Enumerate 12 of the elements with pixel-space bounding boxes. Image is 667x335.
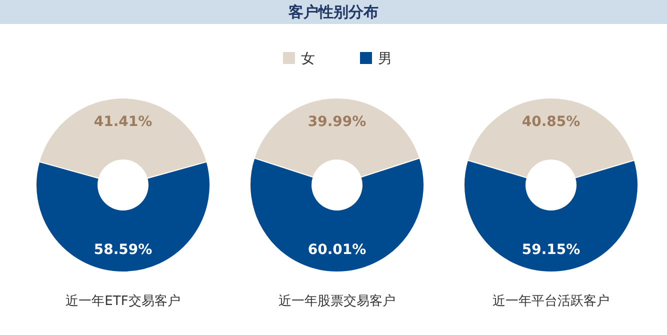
text: 近一年股票交易客户 — [278, 293, 396, 309]
text: 客户性别分布 — [288, 3, 378, 21]
legend-label: 男 — [378, 51, 392, 67]
data-label: 59.15% — [522, 242, 580, 258]
text: 近一年ETF交易客户 — [66, 293, 180, 309]
data-label: 39.99% — [308, 114, 366, 130]
data-label: 41.41% — [94, 114, 152, 130]
data-label: 58.59% — [94, 242, 152, 258]
data-label: 40.85% — [522, 114, 580, 130]
text: 近一年平台活跃客户 — [492, 293, 610, 309]
legend-label: 女 — [301, 51, 315, 67]
data-label: 60.01% — [308, 242, 366, 258]
